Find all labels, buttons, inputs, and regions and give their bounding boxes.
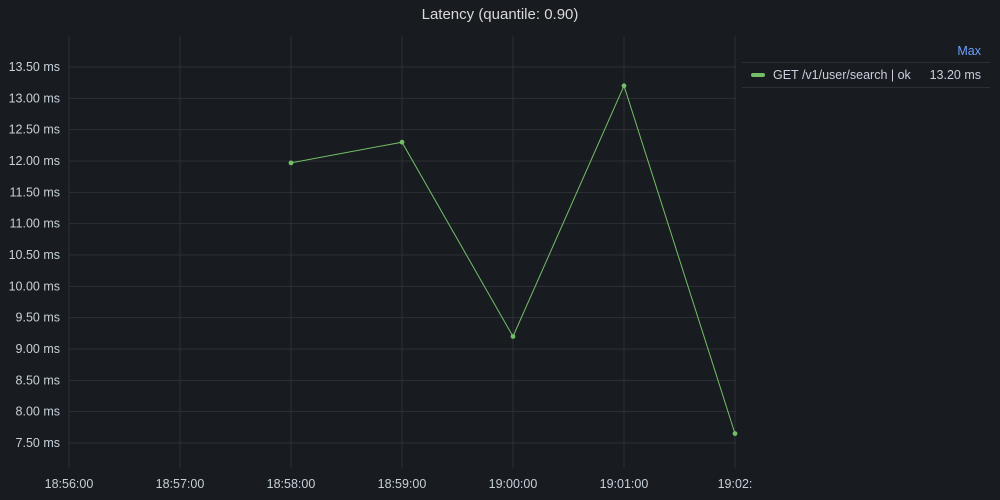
x-tick-label: 18:59:00 — [378, 477, 427, 491]
data-point — [732, 431, 738, 436]
data-point — [510, 334, 516, 339]
x-tick-label: 19:00:00 — [489, 477, 538, 491]
y-tick-label: 11.00 ms — [10, 217, 61, 231]
grid-lines — [68, 36, 736, 468]
x-tick-label: 18:56:00 — [45, 477, 94, 491]
y-tick-label: 10.50 ms — [9, 248, 60, 262]
y-tick-label: 12.50 ms — [9, 123, 60, 137]
x-tick-label: 18:57:00 — [156, 477, 205, 491]
x-axis-ticks: 18:56:00 18:57:00 18:58:00 18:59:00 19:00:00… — [45, 477, 753, 491]
panel-title[interactable]: Latency (quantile: 0.90) — [421, 6, 579, 23]
legend: Max GET /v1/user/search | ok 13.20 ms — [742, 40, 990, 88]
y-tick-label: 10.00 ms — [9, 279, 60, 293]
y-tick-label: 9.00 ms — [16, 342, 60, 356]
y-tick-label: 11.50 ms — [10, 185, 61, 199]
y-tick-label: 13.00 ms — [9, 91, 60, 105]
data-point — [288, 160, 294, 166]
y-tick-label: 8.00 ms — [16, 405, 60, 419]
y-tick-label: 13.50 ms — [9, 60, 60, 74]
legend-item[interactable]: GET /v1/user/search | ok 13.20 ms — [742, 63, 990, 88]
x-tick-label: 18:58:00 — [267, 477, 316, 491]
y-tick-label: 8.50 ms — [16, 373, 60, 387]
y-tick-label: 9.50 ms — [16, 311, 60, 325]
legend-max-header[interactable]: Max — [742, 40, 990, 63]
y-tick-label: 7.50 ms — [16, 436, 60, 450]
legend-max-value: 13.20 ms — [929, 68, 981, 82]
data-point — [399, 139, 405, 145]
series-layer — [288, 83, 738, 436]
x-tick-label: 19:01:00 — [600, 477, 649, 491]
y-axis-ticks: 7.50 ms 8.00 ms 8.50 ms 9.00 ms 9.50 ms 10.00… — [9, 60, 60, 450]
legend-color-swatch — [751, 73, 765, 77]
x-tick-label: 19:02: — [718, 477, 753, 491]
y-tick-label: 12.00 ms — [9, 154, 60, 168]
data-point — [621, 83, 627, 89]
legend-series-name: GET /v1/user/search | ok — [773, 68, 911, 82]
